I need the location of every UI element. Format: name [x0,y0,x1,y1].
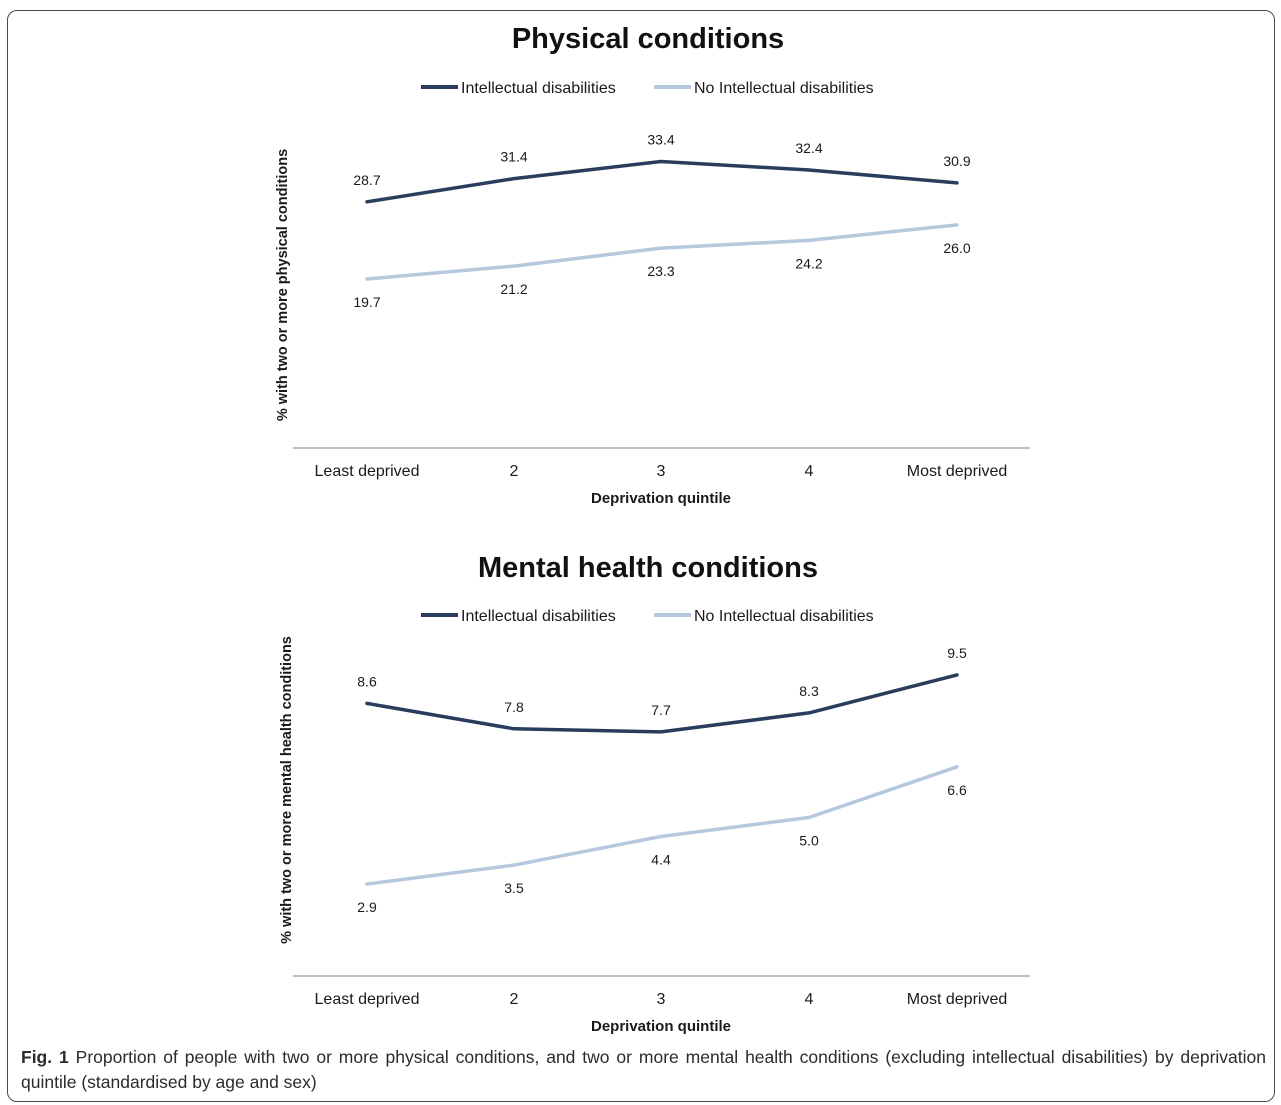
chart1-data-label-s2-4: 24.2 [795,255,822,271]
chart2-x-tick-label-3: 3 [657,991,666,1008]
chart1-legend-label-1: Intellectual disabilities [461,80,616,97]
chart2-x-tick-label-4: 4 [805,991,814,1008]
chart2-data-label-s2-5: 6.6 [947,782,967,798]
caption-label: Fig. 1 [21,1047,69,1067]
chart2-data-label-s1-2: 7.8 [504,699,524,715]
chart2-data-label-s2-1: 2.9 [357,899,377,915]
chart1-data-label-s2-5: 26.0 [943,240,970,256]
chart1-y-axis-label: % with two or more physical conditions [275,149,291,421]
chart1-series-line-2 [365,223,959,281]
chart2-data-label-s1-5: 9.5 [947,645,967,661]
chart2-x-tick-label-5: Most deprived [907,991,1008,1008]
chart2-data-label-s1-3: 7.7 [651,702,671,718]
figure-frame [7,10,1275,1102]
chart1-data-label-s2-3: 23.3 [647,263,674,279]
chart1-x-tick-label-1: Least deprived [315,463,420,480]
chart1-data-label-s2-2: 21.2 [500,281,527,297]
chart1-data-label-s1-5: 30.9 [943,153,970,169]
chart2-series-line-2 [365,765,959,886]
figure-caption: Fig. 1 Proportion of people with two or … [21,1045,1266,1095]
chart2-data-label-s1-1: 8.6 [357,673,377,689]
chart2-x-tick-label-2: 2 [510,991,519,1008]
chart1-x-tick-label-3: 3 [657,463,666,480]
chart2-data-label-s2-3: 4.4 [651,852,671,868]
chart1-legend-label-2: No Intellectual disabilities [694,80,874,97]
chart1-series-line-1 [365,159,959,204]
chart1-x-axis-title: Deprivation quintile [591,490,731,507]
chart2-data-label-s2-2: 3.5 [504,880,524,896]
caption-text: Proportion of people with two or more ph… [21,1047,1267,1092]
chart1-x-tick-label-5: Most deprived [907,463,1008,480]
chart2-y-axis-label: % with two or more mental health conditi… [279,636,295,944]
chart1-title: Physical conditions [512,23,784,55]
chart2-data-label-s2-4: 5.0 [799,833,819,849]
chart2-x-tick-label-1: Least deprived [315,991,420,1008]
chart1-data-label-s1-4: 32.4 [795,140,822,156]
chart1-x-tick-label-2: 2 [510,463,519,480]
chart2-title: Mental health conditions [478,552,818,584]
chart1-data-label-s1-1: 28.7 [353,172,380,188]
chart2-x-axis-title: Deprivation quintile [591,1018,731,1035]
chart2-data-label-s1-4: 8.3 [799,683,819,699]
chart1-data-label-s1-3: 33.4 [647,131,674,147]
chart2-series-line-1 [365,673,959,734]
chart2-legend-label-2: No Intellectual disabilities [694,608,874,625]
chart1-data-label-s2-1: 19.7 [353,294,380,310]
chart1-x-tick-label-4: 4 [805,463,814,480]
chart2-legend-label-1: Intellectual disabilities [461,608,616,625]
chart1-data-label-s1-2: 31.4 [500,149,527,165]
